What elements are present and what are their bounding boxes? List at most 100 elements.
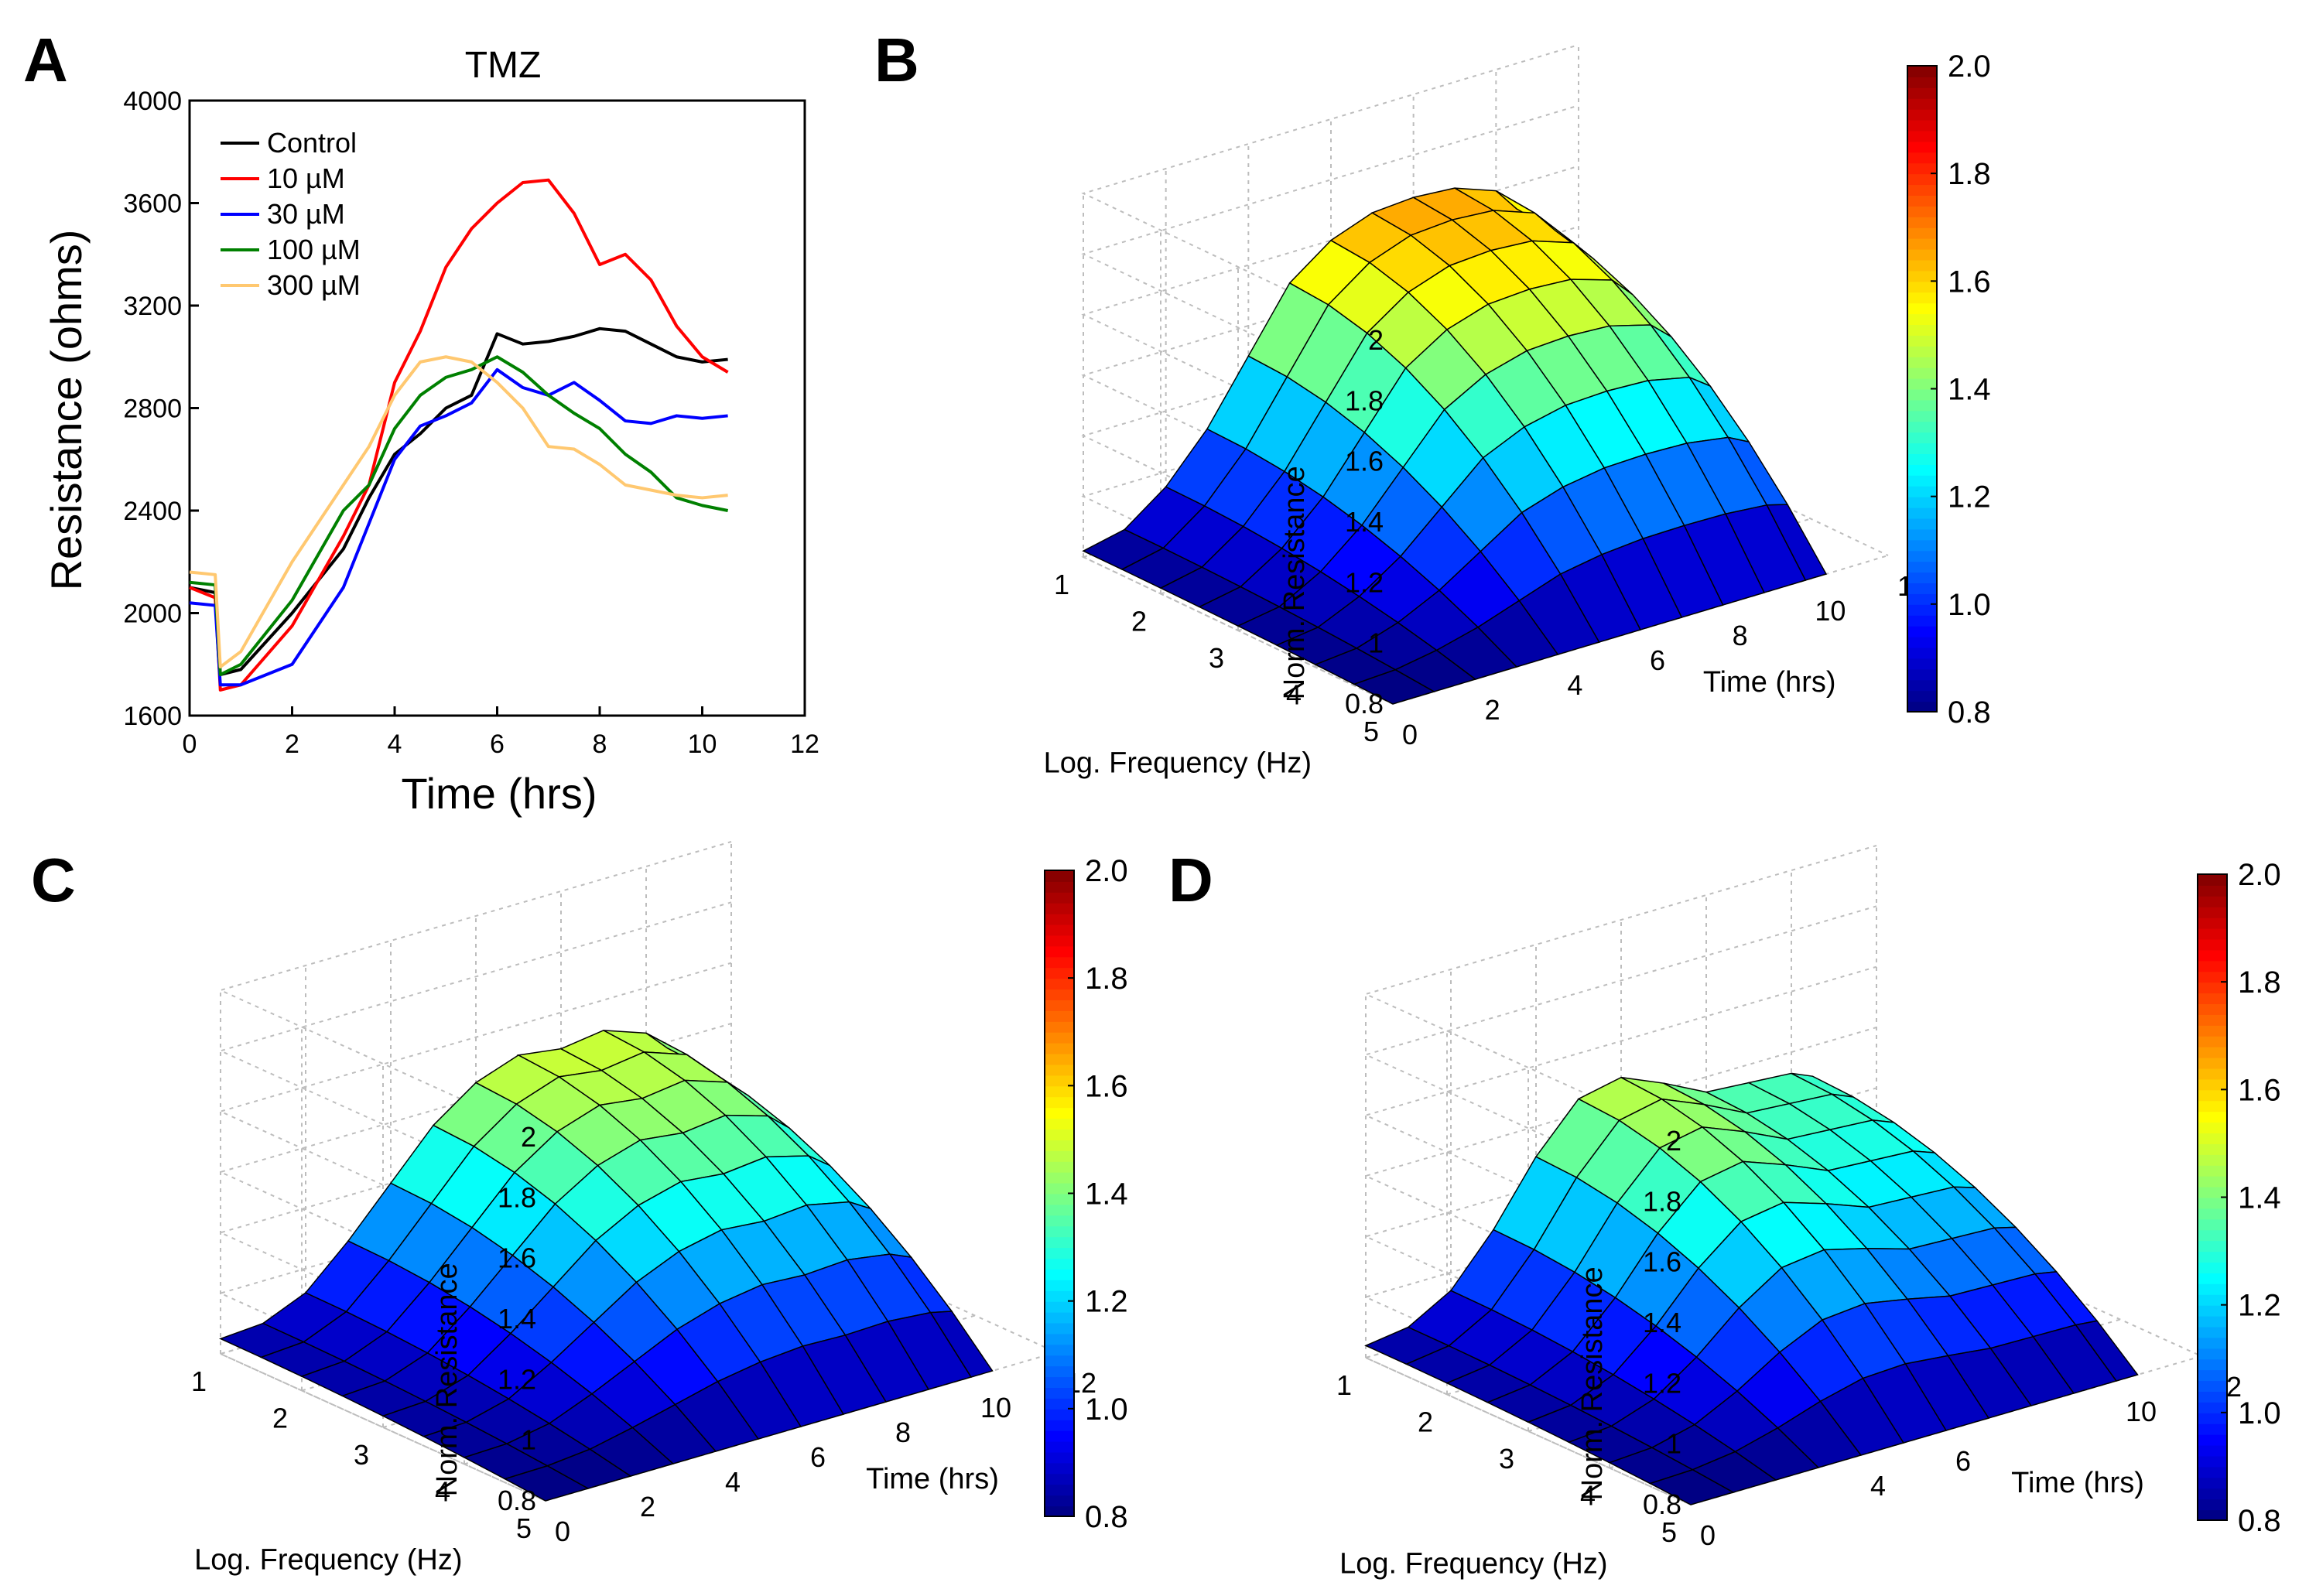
colorbar-segment [1045, 1160, 1074, 1173]
colorbar-segment [1907, 550, 1937, 562]
colorbar-segment [1045, 1096, 1074, 1109]
colorbar-segment [1907, 334, 1937, 347]
colorbar-segment [1907, 367, 1937, 379]
colorbar-segment [2198, 1068, 2227, 1080]
colorbar-segment [1907, 625, 1937, 637]
colorbar-segment [1907, 539, 1937, 552]
colorbar-segment [2198, 1229, 2227, 1242]
x-axis-label: Log. Frequency (Hz) [194, 1543, 462, 1576]
x-axis-label: Log. Frequency (Hz) [1044, 747, 1312, 779]
z-tick-label: 2 [521, 1121, 536, 1153]
y-axis-label: Time (hrs) [866, 1463, 999, 1495]
colorbar-tick-label: 1.2 [2238, 1289, 2281, 1323]
colorbar-segment [1907, 162, 1937, 175]
legend-label: 300 µM [267, 269, 361, 301]
z-tick-label: 1.8 [1345, 384, 1384, 416]
colorbar-tick-label: 1.2 [1085, 1285, 1128, 1319]
colorbar-segment [1907, 421, 1937, 433]
x-tick-label: 5 [516, 1512, 532, 1544]
surface-patch [1766, 504, 1828, 581]
y-tick-label: 4 [1870, 1470, 1886, 1502]
z-tick-label: 0.8 [1643, 1488, 1681, 1520]
chart-a-xlabel: Time (hrs) [401, 769, 597, 818]
colorbar: 0.8 1.0 1.2 1.4 1.6 1.8 2.0 [2197, 858, 2281, 1538]
colorbar-segment [1045, 1430, 1074, 1442]
colorbar-segment [1907, 324, 1937, 336]
y-tick-label: 2800 [123, 395, 182, 424]
x-tick-label: 6 [490, 730, 505, 759]
colorbar-segment [1907, 388, 1937, 401]
colorbar-segment [1907, 97, 1937, 110]
series-line-3 [189, 355, 729, 676]
y-tick-label: 0 [1700, 1519, 1716, 1551]
colorbar-segment [1907, 270, 1937, 282]
colorbar-segment [2198, 1283, 2227, 1295]
colorbar-segment [1045, 880, 1074, 893]
colorbar-segment [1907, 173, 1937, 186]
colorbar-segment [1045, 967, 1074, 979]
z-tick-label: 1.6 [498, 1242, 536, 1274]
colorbar-segment [1045, 1085, 1074, 1098]
panel-label-c: C [31, 846, 76, 914]
colorbar-tick-label: 1.4 [1948, 373, 1991, 407]
colorbar-tick-label: 1.8 [1948, 157, 1991, 191]
colorbar-segment [1907, 528, 1937, 541]
colorbar-segment [2198, 960, 2227, 972]
colorbar-segment [1045, 870, 1074, 882]
colorbar-segment [1907, 410, 1937, 422]
colorbar-segment [1907, 399, 1937, 412]
colorbar-segment [1045, 1473, 1074, 1485]
x-tick-label: 1 [191, 1365, 207, 1397]
colorbar-segment [2198, 917, 2227, 929]
series-line-0 [189, 326, 728, 676]
x-tick-label: 0 [183, 730, 197, 759]
x-tick-label: 12 [790, 730, 819, 759]
z-tick-label: 1.4 [1345, 506, 1384, 538]
z-tick-label: 2 [1666, 1125, 1681, 1157]
colorbar-segment [2198, 1499, 2227, 1511]
chart-a-ylabel: Resistance (ohms) [42, 230, 91, 591]
colorbar-segment [2198, 1251, 2227, 1263]
colorbar-segment [1045, 924, 1074, 936]
colorbar-segment [1045, 902, 1074, 914]
colorbar-segment [2198, 1240, 2227, 1253]
colorbar-segment [1907, 593, 1937, 605]
colorbar-segment [1045, 1322, 1074, 1335]
colorbar-segment [2198, 1304, 2227, 1317]
colorbar-segment [1045, 1236, 1074, 1249]
z-axis-label: Norm. Resistance [1576, 1266, 1609, 1500]
z-tick-label: 0.8 [1345, 688, 1384, 719]
colorbar-segment [1045, 1279, 1074, 1291]
y-tick-label: 2000 [123, 600, 182, 629]
colorbar-tick-label: 1.6 [1948, 265, 1991, 299]
colorbar-segment [1045, 1075, 1074, 1087]
colorbar-tick-label: 1.6 [1085, 1069, 1128, 1103]
colorbar-segment [2198, 993, 2227, 1004]
colorbar-segment [1045, 1387, 1074, 1399]
x-tick-label: 4 [1580, 1480, 1596, 1512]
surface-mesh [1082, 187, 1828, 705]
colorbar-segment [1045, 1355, 1074, 1367]
colorbar-segment [2198, 1455, 2227, 1468]
colorbar-tick-label: 1.4 [1085, 1177, 1128, 1212]
x-tick-label: 8 [593, 730, 607, 759]
z-tick-label: 1.6 [1345, 446, 1384, 477]
colorbar-segment [1045, 1225, 1074, 1238]
colorbar-segment [2198, 1466, 2227, 1478]
colorbar-segment [2198, 1111, 2227, 1123]
x-tick-label: 4 [1286, 679, 1302, 711]
z-tick-label: 1.4 [498, 1303, 536, 1335]
colorbar-segment [2198, 1078, 2227, 1091]
colorbar-tick-label: 0.8 [1948, 695, 1991, 730]
colorbar-segment [1907, 227, 1937, 239]
legend-label: Control [267, 127, 357, 159]
x-tick-label: 1 [1054, 569, 1069, 600]
colorbar-segment [2198, 1143, 2227, 1155]
colorbar-segment [2198, 874, 2227, 886]
x-tick-label: 2 [1131, 606, 1147, 637]
colorbar-segment [1045, 1247, 1074, 1259]
colorbar-tick-label: 2.0 [1948, 50, 1991, 84]
colorbar-tick-label: 1.0 [1085, 1393, 1128, 1427]
x-tick-label: 3 [354, 1439, 369, 1471]
colorbar-segment [1907, 572, 1937, 583]
